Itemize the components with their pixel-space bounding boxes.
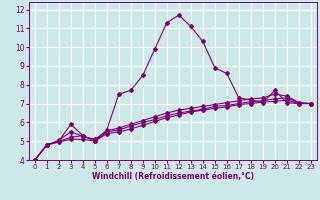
X-axis label: Windchill (Refroidissement éolien,°C): Windchill (Refroidissement éolien,°C) <box>92 172 254 181</box>
